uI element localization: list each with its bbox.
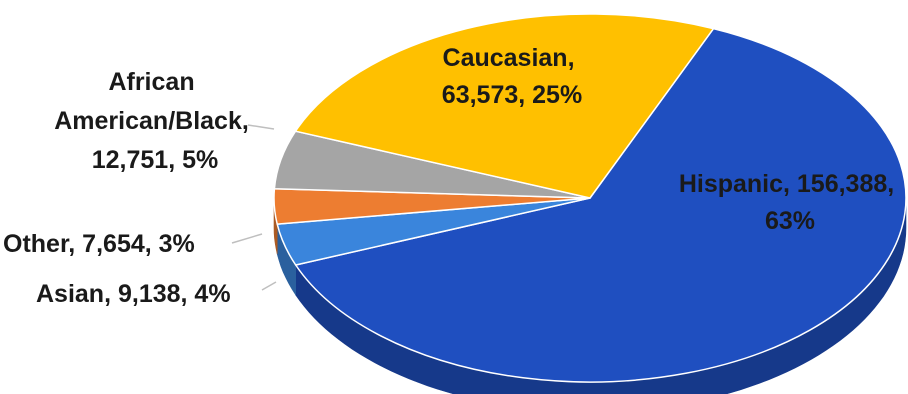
leader-lines <box>231 124 277 291</box>
label-african-line-2: American/Black, <box>54 107 249 135</box>
label-african-line-1: African <box>108 68 194 96</box>
leader-line-other <box>231 233 263 244</box>
slice-caucasian <box>294 13 715 199</box>
label-african-american-black: African American/Black, 12,751, 5% <box>54 68 256 174</box>
label-hispanic-line-1: Hispanic, 156,388, <box>679 170 894 198</box>
label-hispanic-line-2: 63% <box>765 207 815 235</box>
label-caucasian-line-2: 63,573, 25% <box>442 81 582 109</box>
label-african-line-3: 12,751, 5% <box>92 146 219 174</box>
slice-hispanic <box>294 27 907 383</box>
label-other: Other, 7,654, 3% <box>3 230 195 258</box>
leader-line-african-american-black <box>247 124 275 130</box>
pie-top-layer <box>273 13 907 383</box>
label-asian-line-1: Asian, 9,138, 4% <box>36 280 231 308</box>
label-asian: Asian, 9,138, 4% <box>36 280 231 308</box>
leader-line-asian <box>261 281 277 291</box>
label-hispanic: Hispanic, 156,388, 63% <box>679 170 901 235</box>
label-caucasian: Caucasian, 63,573, 25% <box>442 44 582 109</box>
label-other-line-1: Other, 7,654, 3% <box>3 230 195 258</box>
label-caucasian-line-1: Caucasian, <box>443 44 575 72</box>
